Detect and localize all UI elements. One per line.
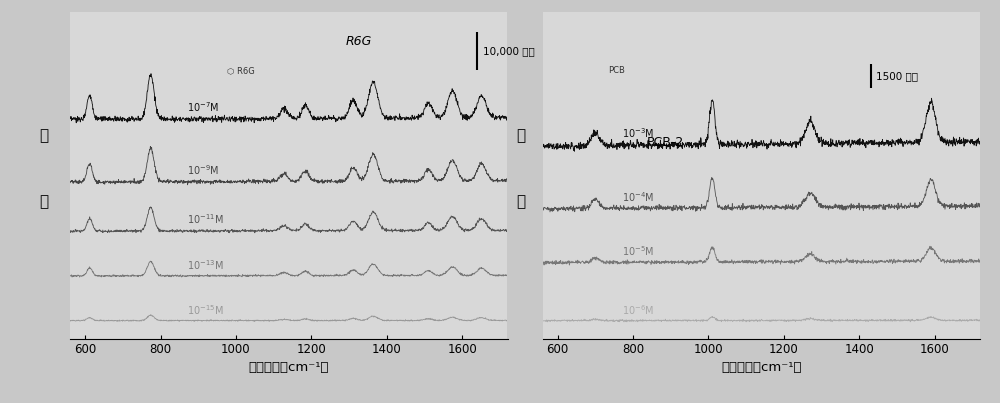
Text: 10$^{-4}$M: 10$^{-4}$M: [622, 190, 654, 204]
Text: 度: 度: [516, 129, 525, 143]
Text: 强: 强: [39, 194, 48, 209]
X-axis label: 拉曼位移（cm⁻¹）: 拉曼位移（cm⁻¹）: [248, 361, 329, 374]
Text: 10$^{-3}$M: 10$^{-3}$M: [622, 127, 654, 140]
Text: 1500 计数: 1500 计数: [876, 71, 918, 81]
Text: 10$^{-5}$M: 10$^{-5}$M: [622, 244, 654, 258]
Text: 10$^{-15}$M: 10$^{-15}$M: [187, 303, 224, 317]
Text: 10$^{-7}$M: 10$^{-7}$M: [187, 100, 219, 114]
Text: 强: 强: [516, 194, 525, 209]
Text: 10$^{-13}$M: 10$^{-13}$M: [187, 258, 224, 272]
Text: a: a: [31, 0, 49, 6]
Text: PCB-2: PCB-2: [646, 136, 684, 149]
Text: R6G: R6G: [346, 35, 372, 48]
Text: 10,000 计数: 10,000 计数: [483, 46, 535, 56]
X-axis label: 拉曼位移（cm⁻¹）: 拉曼位移（cm⁻¹）: [721, 361, 802, 374]
Text: 10$^{-6}$M: 10$^{-6}$M: [622, 303, 654, 317]
Text: 度: 度: [39, 129, 48, 143]
Text: 10$^{-11}$M: 10$^{-11}$M: [187, 213, 224, 226]
Text: b: b: [503, 0, 522, 6]
Text: 10$^{-9}$M: 10$^{-9}$M: [187, 163, 219, 177]
